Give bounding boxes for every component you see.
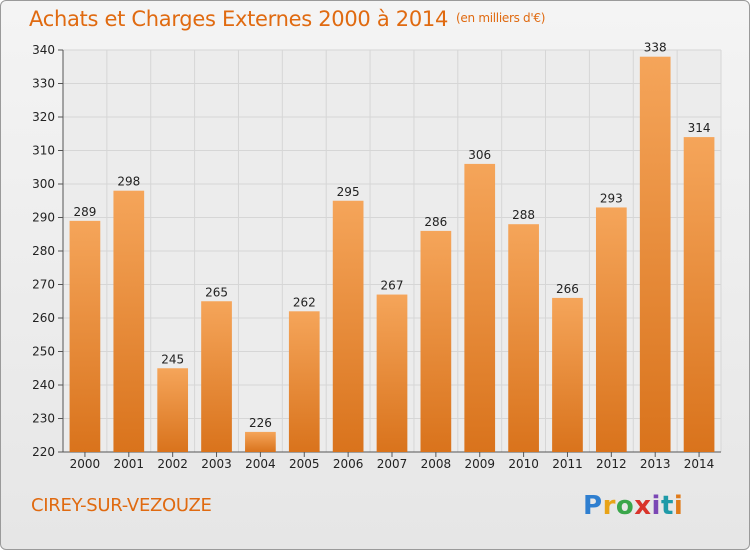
bar-2003: [201, 301, 232, 452]
y-tick-label: 230: [32, 412, 55, 426]
logo-letter: i: [651, 491, 661, 521]
x-tick-label: 2003: [201, 457, 232, 471]
bar-value-label: 298: [117, 175, 140, 189]
bar-value-label: 295: [337, 185, 360, 199]
bar-value-label: 306: [468, 148, 491, 162]
x-tick-label: 2014: [684, 457, 715, 471]
bar-2010: [508, 224, 539, 452]
proxiti-logo[interactable]: Proxiti: [583, 491, 683, 521]
x-tick-label: 2011: [552, 457, 583, 471]
bar-2002: [157, 368, 189, 452]
bar-value-label: 286: [424, 215, 447, 229]
y-tick-label: 250: [32, 345, 55, 359]
y-tick-label: 310: [32, 144, 55, 158]
logo-letter: t: [660, 491, 674, 521]
bar-2012: [595, 207, 627, 452]
chart-title-text: Achats et Charges Externes 2000 à 2014: [29, 7, 449, 31]
bars: [69, 56, 715, 452]
x-tick-label: 2008: [421, 457, 452, 471]
bar-value-label: 245: [161, 352, 184, 366]
x-tick-label: 2013: [640, 457, 671, 471]
x-tick-label: 2000: [70, 457, 101, 471]
y-tick-label: 280: [32, 244, 55, 258]
bar-2014: [683, 137, 715, 452]
bar-2011: [552, 297, 583, 452]
y-tick-label: 240: [32, 378, 55, 392]
bar-value-label: 226: [249, 416, 272, 430]
bar-value-label: 293: [600, 191, 623, 205]
x-tick-label: 2010: [508, 457, 539, 471]
logo-letter: o: [615, 491, 635, 521]
x-tick-label: 2005: [289, 457, 320, 471]
y-tick-label: 340: [32, 43, 55, 57]
bar-2009: [464, 163, 496, 452]
y-tick-label: 290: [32, 211, 55, 225]
y-tick-label: 220: [32, 445, 55, 459]
bar-value-label: 288: [512, 208, 535, 222]
y-tick-label: 330: [32, 77, 55, 91]
bar-value-label: 314: [688, 121, 711, 135]
bar-2004: [245, 431, 276, 452]
bar-2007: [376, 294, 408, 452]
bar-value-label: 289: [73, 205, 96, 219]
bar-value-label: 265: [205, 285, 228, 299]
bar-2013: [639, 56, 671, 452]
logo-letter: r: [602, 491, 616, 521]
bar-value-label: 262: [293, 295, 316, 309]
bar-2006: [332, 200, 364, 452]
chart-title: Achats et Charges Externes 2000 à 2014 (e…: [29, 7, 545, 31]
logo-letter: i: [673, 491, 684, 521]
axes: 220 230 240 250 260 270 280 290 300 310 320 330 340 2…: [32, 43, 721, 471]
bar-2008: [420, 230, 452, 452]
bar-2001: [113, 190, 145, 452]
x-tick-label: 2006: [333, 457, 364, 471]
bar-value-label: 267: [381, 279, 404, 293]
bar-2000: [69, 220, 101, 452]
logo-letter: x: [634, 491, 652, 521]
bar-2005: [288, 311, 320, 452]
y-tick-label: 300: [32, 177, 55, 191]
chart-unit: (en milliers d'€): [456, 11, 546, 25]
y-tick-label: 260: [32, 311, 55, 325]
y-tick-label: 270: [32, 278, 55, 292]
bar-value-label: 338: [644, 41, 667, 55]
x-tick-label: 2009: [464, 457, 495, 471]
commune-name: CIREY-SUR-VEZOUZE: [31, 495, 212, 516]
y-tick-label: 320: [32, 110, 55, 124]
logo-letter: P: [583, 491, 603, 521]
x-tick-label: 2001: [114, 457, 145, 471]
x-tick-label: 2002: [157, 457, 188, 471]
x-tick-label: 2012: [596, 457, 627, 471]
bar-value-label: 266: [556, 282, 579, 296]
x-tick-label: 2007: [377, 457, 408, 471]
labels: 289 298 245 265 226 262 295 267 286 306 288 266 293 3…: [73, 41, 710, 430]
x-tick-label: 2004: [245, 457, 276, 471]
